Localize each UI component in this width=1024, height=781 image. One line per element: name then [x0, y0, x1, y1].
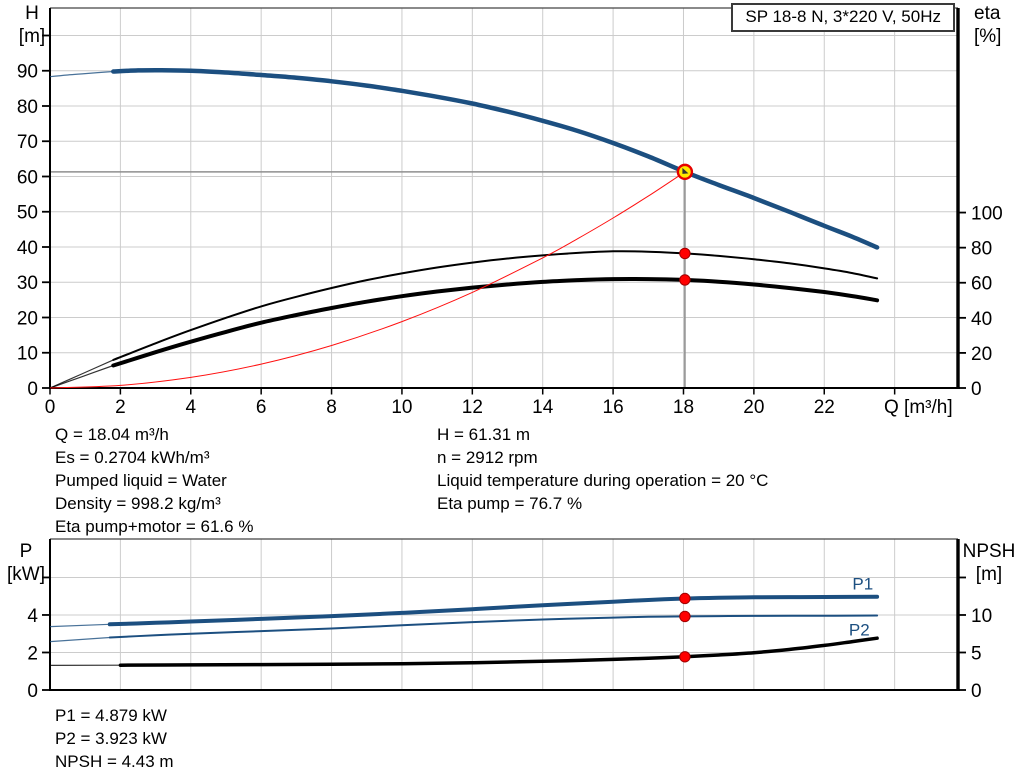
P2-curve — [108, 614, 879, 639]
left-tick-label: 30 — [17, 273, 38, 294]
p-axis-title: P [kW] — [4, 540, 48, 586]
right-tick-label: 0 — [971, 681, 982, 702]
right-tick-label: 80 — [971, 239, 992, 260]
npsh-marker — [679, 651, 691, 663]
NPSH-curve — [118, 636, 879, 667]
x-tick-label: 20 — [743, 397, 764, 418]
right-tick-label: 20 — [971, 344, 992, 365]
pump-model-label: SP 18-8 N, 3*220 V, 50Hz — [731, 3, 955, 32]
right-tick-label: 60 — [971, 274, 992, 295]
x-tick-label: 12 — [462, 397, 483, 418]
x-tick-label: 10 — [391, 397, 412, 418]
left-tick-label: 70 — [17, 132, 38, 153]
head-curve-lead — [49, 70, 114, 78]
eta-pump-motor-curve — [111, 276, 880, 368]
left-tick-label: 40 — [17, 238, 38, 259]
x-tick-label: 14 — [532, 397, 554, 418]
curve-label-p1: P1 — [852, 575, 873, 594]
info-line-temp: Liquid temperature during operation = 20… — [437, 471, 769, 490]
operating-point-info-right: H = 61.31 m n = 2912 rpm Liquid temperat… — [437, 423, 768, 515]
left-tick-label: 90 — [17, 62, 38, 83]
left-tick-label: 0 — [27, 379, 38, 400]
eta-pump-motor-marker — [679, 274, 691, 286]
system-curve-curve — [49, 171, 686, 389]
head-efficiency-chart: 0 10 20 30 40 50 60 70 80 90 0 20 40 60 80 100 0 2 4 6 8 10 12… — [17, 7, 1003, 418]
eta-axis-title: eta [%] — [974, 2, 1020, 48]
left-tick-label: 2 — [27, 643, 38, 664]
eta-axis-title-line2: [%] — [974, 26, 1002, 47]
operating-point-info-left: Q = 18.04 m³/h Es = 0.2704 kWh/m³ Pumped… — [55, 423, 253, 538]
info-line-es: Es = 0.2704 kWh/m³ — [55, 448, 210, 467]
info-line-liquid: Pumped liquid = Water — [55, 471, 227, 490]
head-curve — [111, 67, 880, 250]
left-tick-label: 10 — [17, 344, 38, 365]
curve-label-p2: P2 — [849, 621, 870, 640]
h-axis-title: H [m] — [12, 2, 52, 48]
eta-axis-title-line1: eta — [974, 3, 1001, 24]
info-line-eta-pm: Eta pump+motor = 61.6 % — [55, 517, 254, 536]
eta-pump-marker — [679, 247, 691, 260]
left-tick-label: 80 — [17, 97, 38, 118]
power-npsh-chart: 0 2 4 0 5 10 P1 P2 — [27, 538, 992, 702]
eta-pump-motor-curve-lead — [49, 364, 114, 389]
info-line-density: Density = 998.2 kg/m³ — [55, 494, 221, 513]
x-tick-label: 2 — [115, 397, 126, 418]
left-tick-label: 60 — [17, 167, 38, 188]
power-npsh-info: P1 = 4.879 kW P2 = 3.923 kW NPSH = 4.43 … — [55, 704, 174, 773]
h-axis-title-line1: H — [25, 3, 39, 24]
q-axis-title: Q [m³/h] — [884, 397, 953, 418]
x-tick-label: 4 — [185, 397, 196, 418]
x-tick-label: 18 — [673, 397, 694, 418]
P2-curve-lead — [49, 636, 110, 643]
right-tick-label: 10 — [971, 606, 992, 627]
npsh-axis-title-line2: [m] — [975, 564, 1003, 585]
info-line-p2: P2 = 3.923 kW — [55, 729, 167, 748]
x-tick-label: 6 — [256, 397, 267, 418]
npsh-axis-title-line1: NPSH — [962, 541, 1016, 562]
duty-cursor-icon — [682, 167, 689, 174]
right-tick-label: 5 — [971, 643, 982, 664]
left-tick-label: 4 — [27, 606, 38, 627]
P1-curve — [107, 594, 880, 627]
x-tick-label: 22 — [814, 397, 835, 418]
info-line-h: H = 61.31 m — [437, 425, 531, 444]
p-axis-title-line2: [kW] — [7, 564, 45, 585]
p2-marker — [679, 610, 691, 623]
right-tick-label: 40 — [971, 309, 992, 330]
P1-curve-lead — [49, 623, 110, 628]
info-line-p1: P1 = 4.879 kW — [55, 706, 167, 725]
p1-marker — [679, 592, 691, 605]
info-line-eta-pump: Eta pump = 76.7 % — [437, 494, 583, 513]
right-tick-label: 0 — [971, 379, 982, 400]
p-axis-title-line1: P — [19, 541, 33, 562]
h-axis-title-line2: [m] — [18, 26, 46, 47]
left-tick-label: 20 — [17, 308, 38, 329]
eta-pump-curve-lead — [49, 359, 114, 389]
x-tick-label: 0 — [45, 397, 56, 418]
x-tick-label: 16 — [603, 397, 624, 418]
x-tick-label: 8 — [326, 397, 337, 418]
info-line-n: n = 2912 rpm — [437, 448, 538, 467]
left-tick-label: 0 — [27, 681, 38, 702]
npsh-axis-title: NPSH [m] — [960, 540, 1018, 586]
info-line-q: Q = 18.04 m³/h — [55, 425, 169, 444]
left-tick-label: 50 — [17, 203, 38, 224]
right-tick-label: 100 — [971, 204, 1003, 225]
info-line-npsh: NPSH = 4.43 m — [55, 752, 174, 771]
eta-pump-curve — [112, 250, 879, 361]
